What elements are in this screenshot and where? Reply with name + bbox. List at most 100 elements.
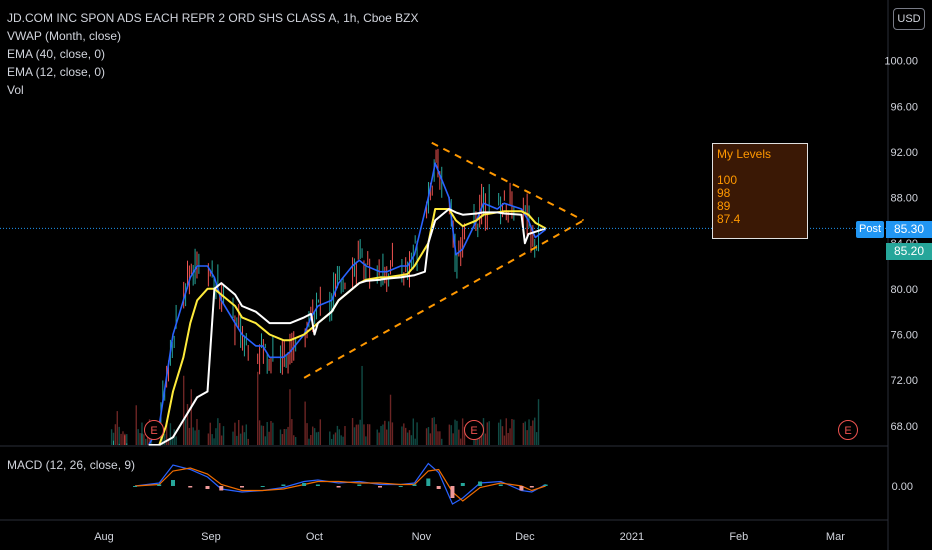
volume-bar [461,418,464,445]
macd-histogram-bar [412,484,417,486]
last-price-tag: 85.20 [886,243,932,260]
price-tick-label: 92.00 [890,147,918,159]
volume-bar [367,424,369,445]
volume-bar [304,401,306,445]
time-tick-label: 2021 [620,531,644,543]
volume-bar [110,429,113,445]
volume-bar [454,419,456,445]
volume-bar [427,427,430,445]
macd-histogram-bar [240,486,244,488]
volume-bar [522,422,525,445]
volume-bar [414,438,416,445]
volume-bar [190,389,192,445]
volume-bar [241,425,244,445]
earnings-marker[interactable]: E [144,420,164,440]
volume-bar [458,429,460,445]
earnings-marker[interactable]: E [464,420,484,440]
volume-bar [188,427,191,445]
volume-bar [222,426,225,445]
indicator-lines [148,162,547,446]
volume-bar [408,430,411,445]
vwap-legend: VWAP (Month, close) [7,29,122,43]
volume-bar [310,434,312,445]
macd-pane [133,462,548,505]
volume-bar [334,432,337,445]
volume-bar [456,420,458,445]
macd-tick-label: 0.00 [892,481,913,493]
volume-bar [234,422,236,445]
macd-histogram-bar [436,486,441,489]
indicator-line [148,162,547,446]
volume-bar [143,434,145,445]
macd-line [135,467,546,502]
indicator-line [148,208,547,446]
volume-bar [382,424,384,445]
volume-bar [287,426,289,445]
currency-button[interactable]: USD [893,8,925,30]
macd-histogram-bar [519,486,524,491]
volume-bar [513,419,515,445]
volume-bar [357,424,359,445]
macd-histogram-bar [205,486,210,489]
volume-bar [215,428,217,445]
price-tick-label: 72.00 [890,375,918,387]
volume-bar [463,426,466,445]
volume-bar [509,428,511,445]
volume-bar [268,431,270,445]
volume-bar [441,438,443,445]
volume-bar [112,432,115,445]
time-tick-label: Mar [826,531,845,543]
volume-bar [145,438,147,445]
volume-bar [484,433,487,445]
volume-bar [169,423,172,445]
trendline [431,141,585,222]
volume-bar [293,435,295,445]
volume-bar [403,423,405,445]
macd-histogram-bar [460,483,465,486]
volume-bar [338,429,340,445]
volume-bar [196,419,198,445]
indicator-line [148,208,546,446]
volume-bar [537,399,540,445]
volume-bar [507,432,509,445]
volume-bar [308,438,310,445]
volume-bar [207,433,210,445]
volume-bar [232,431,234,445]
volume-bar [135,405,137,445]
volume-bar [433,417,435,445]
earnings-marker[interactable]: E [838,420,858,440]
volume-bar [266,422,268,445]
volume-bar [139,433,141,445]
ema40-legend: EMA (40, close, 0) [7,47,106,61]
trendline [303,219,585,379]
volume-bar [530,425,532,445]
volume-bar [353,427,356,445]
volume-bar [312,426,314,445]
time-tick-label: Dec [515,531,535,543]
volume-bar [460,438,462,445]
volume-bar [258,420,261,445]
volume-bar [344,426,346,445]
price-candles [112,148,540,445]
volume-bar [238,419,240,445]
level-value: 100 [717,173,738,187]
volume-bar [361,365,363,445]
volume-bar [386,429,388,445]
volume-bar [317,431,320,445]
macd-histogram-bar [529,486,534,488]
volume-bar [175,436,177,445]
volume-bar [217,418,219,445]
volume-bar [488,421,490,445]
volume-bar [270,421,272,445]
volume-bar [239,433,242,445]
ema12-legend: EMA (12, close, 0) [7,65,106,79]
volume-bar [412,418,414,445]
volume-bar [329,431,331,445]
volume-bar [114,424,117,445]
volume-bar [359,419,361,445]
volume-bar [285,429,287,445]
macd-legend: MACD (12, 26, close, 9) [7,458,136,472]
volume-bar [116,411,118,445]
